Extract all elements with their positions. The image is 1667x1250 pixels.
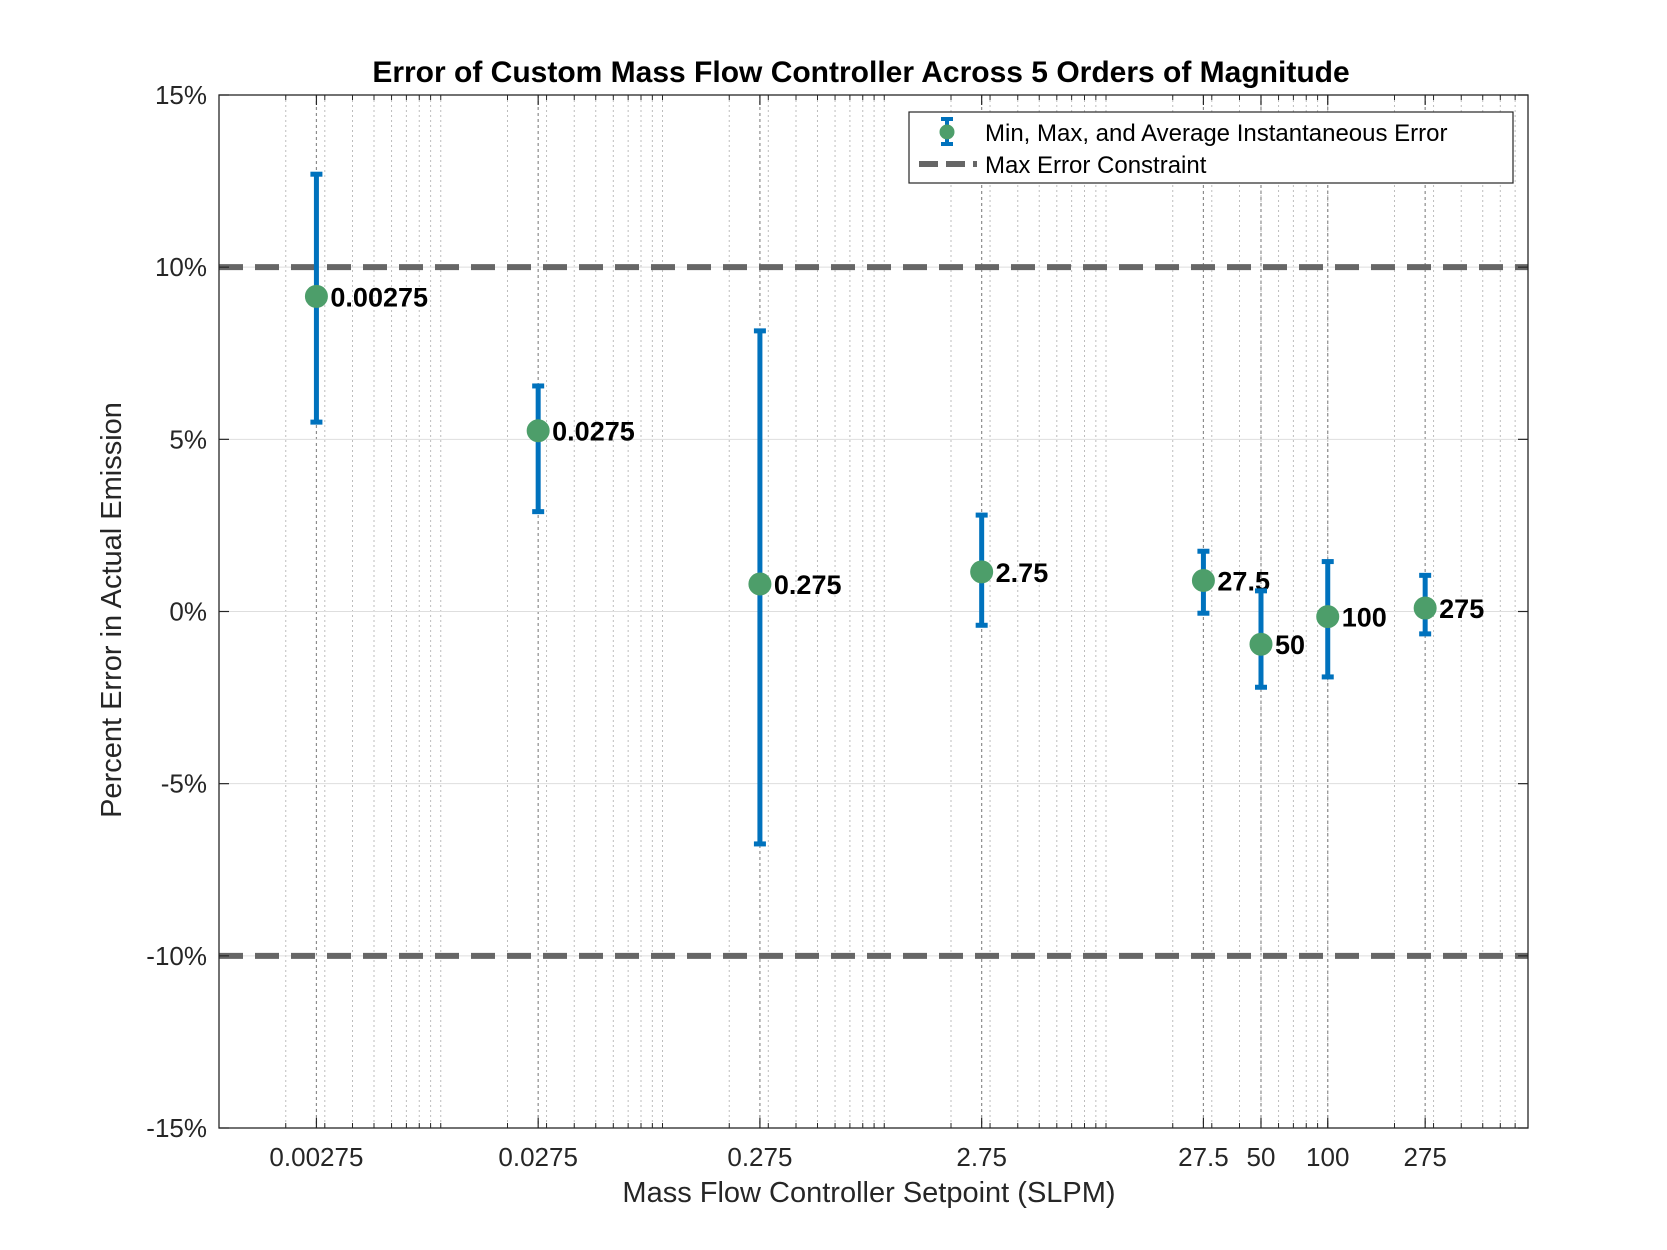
chart-title: Error of Custom Mass Flow Controller Acr…	[372, 56, 1349, 89]
data-label: 275	[1439, 594, 1484, 624]
data-point: 0.275	[748, 328, 842, 847]
data-label: 0.275	[774, 570, 842, 600]
x-tick-label: 0.275	[727, 1142, 792, 1172]
legend-box	[908, 111, 1514, 184]
y-tick-label: 10%	[155, 252, 207, 282]
data-point: 275	[1413, 572, 1484, 637]
x-tick-label: 100	[1306, 1142, 1349, 1172]
avg-marker	[1249, 632, 1273, 656]
y-tick-label: -5%	[161, 769, 207, 799]
constraint-lines	[219, 264, 1528, 959]
avg-marker	[970, 560, 994, 584]
avg-marker	[1316, 605, 1340, 629]
data-point: 0.00275	[304, 171, 428, 425]
avg-marker	[304, 284, 328, 308]
x-tick-label: 27.5	[1178, 1142, 1229, 1172]
data-label: 0.0275	[552, 417, 635, 447]
data-label: 2.75	[996, 558, 1049, 588]
data-label: 0.00275	[330, 282, 428, 312]
data-label: 50	[1275, 630, 1305, 660]
x-tick-label: 0.0275	[498, 1142, 578, 1172]
y-tick-label: 5%	[169, 424, 207, 454]
avg-marker	[1191, 569, 1215, 593]
axis-ticks: 0.00275 0.0275 0.275 2.75 27.5 50 100 275 15% 10%…	[146, 80, 1528, 1172]
legend: Min, Max, and Average Instantaneous Erro…	[908, 111, 1514, 184]
avg-marker	[748, 572, 772, 596]
x-tick-label: 50	[1247, 1142, 1276, 1172]
x-tick-label: 2.75	[956, 1142, 1007, 1172]
data-point: 2.75	[970, 512, 1049, 628]
x-axis-label: Mass Flow Controller Setpoint (SLPM)	[622, 1177, 1115, 1209]
data-point: 50	[1249, 588, 1305, 690]
legend-errorbar-symbol	[939, 117, 955, 146]
y-tick-label: -15%	[146, 1113, 207, 1143]
avg-marker	[1413, 596, 1437, 620]
data-point: 100	[1316, 559, 1387, 680]
data-point: 0.0275	[526, 383, 635, 515]
avg-marker	[526, 419, 550, 443]
legend-label-error: Min, Max, and Average Instantaneous Erro…	[985, 120, 1447, 147]
y-tick-label: 15%	[155, 80, 207, 110]
legend-label-constraint: Max Error Constraint	[985, 152, 1207, 179]
y-tick-label: 0%	[169, 597, 207, 627]
y-axis-label: Percent Error in Actual Emission	[96, 402, 128, 818]
x-tick-label: 275	[1403, 1142, 1446, 1172]
x-tick-label: 0.00275	[269, 1142, 363, 1172]
data-label: 100	[1342, 603, 1387, 633]
y-tick-label: -10%	[146, 941, 207, 971]
